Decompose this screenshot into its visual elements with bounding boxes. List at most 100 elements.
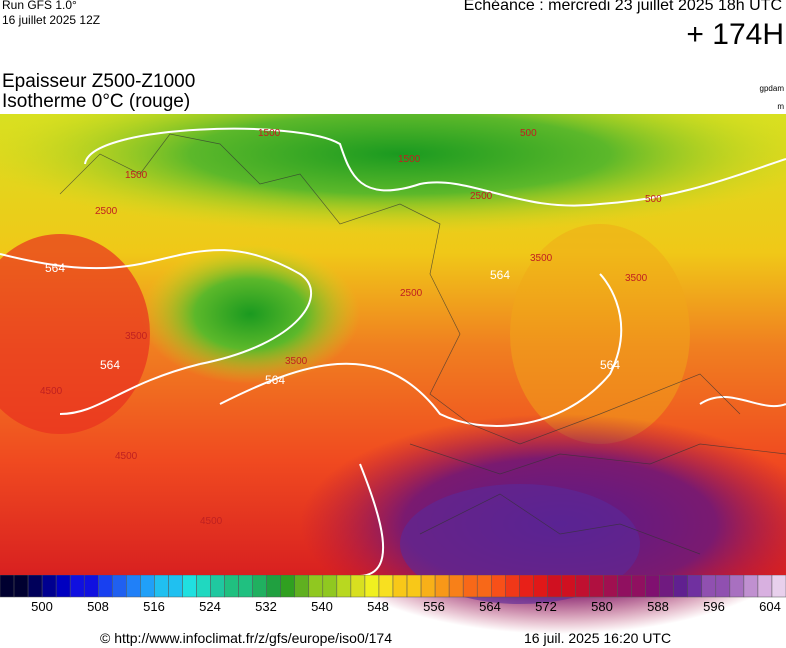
colorbar-swatch: [41, 575, 57, 598]
colorbar-label: 580: [591, 599, 613, 614]
colorbar-swatch: [673, 575, 689, 598]
colorbar-swatch: [0, 575, 15, 598]
contour-label: 1500: [398, 154, 421, 165]
colorbar-swatch: [280, 575, 296, 598]
colorbar-swatch: [126, 575, 141, 598]
colorbar-swatch: [589, 575, 604, 598]
contour-label: 564: [100, 358, 120, 372]
colorbar-swatch: [224, 575, 239, 598]
echeance: Echéance : mercredi 23 juillet 2025 18h …: [463, 0, 782, 14]
colorbar-swatch: [364, 575, 380, 598]
colorbar-label: 604: [759, 599, 781, 614]
run: Run GFS 1.0°: [2, 0, 77, 12]
colorbar-swatch: [505, 575, 520, 598]
colorbar-swatch: [238, 575, 253, 598]
colorbar-swatch: [308, 575, 324, 598]
colorbar-swatch: [462, 575, 478, 598]
colorbar-swatch: [406, 575, 422, 598]
colorbar-label: 572: [535, 599, 557, 614]
colorbar-swatch: [645, 575, 660, 598]
colorbar-label: 556: [423, 599, 445, 614]
contour-label: 3500: [530, 253, 553, 264]
colorbar-label: 508: [87, 599, 109, 614]
colorbar-swatch: [336, 575, 352, 598]
colorbar-label: 516: [143, 599, 165, 614]
colorbar-swatch: [140, 575, 155, 598]
contour-label: 564: [45, 261, 65, 275]
contour-label: 1500: [258, 128, 281, 139]
colorbar-swatch: [196, 575, 211, 598]
colorbar-swatch: [322, 575, 338, 598]
colorbar-swatch: [154, 575, 169, 598]
contour-label: 564: [490, 268, 510, 282]
colorbar-label: 500: [31, 599, 53, 614]
colorbar-swatch: [294, 575, 310, 598]
colorbar-swatch: [168, 575, 183, 598]
colorbar-swatch: [701, 575, 717, 598]
run-date: 16 juillet 2025 12Z: [2, 13, 101, 27]
colorbar-swatch: [252, 575, 267, 598]
contour-label: 4500: [40, 386, 63, 397]
colorbar-swatch: [392, 575, 408, 598]
colorbar-swatch: [631, 575, 646, 598]
colorbar-swatch: [659, 575, 674, 598]
colorbar-label: 596: [703, 599, 725, 614]
colorbar-swatch: [55, 575, 71, 598]
colorbar-swatch: [715, 575, 731, 598]
colorbar-swatch: [378, 575, 394, 598]
map: 564 564 564 564 564 1500 1500 1500 2500 2500 2500 3…: [0, 114, 786, 634]
colorbar-swatch: [617, 575, 632, 598]
colorbar-swatch: [27, 575, 43, 598]
colorbar-label: 564: [479, 599, 501, 614]
colorbar-label: 588: [647, 599, 669, 614]
colorbar-swatch: [757, 575, 773, 598]
footer-timestamp: 16 juil. 2025 16:20 UTC: [524, 630, 672, 646]
colorbar-swatch: [112, 575, 127, 598]
subtitle: Isotherme 0°C (rouge): [2, 91, 191, 112]
colorbar-swatch: [771, 575, 786, 598]
contour-label: 500: [645, 194, 662, 205]
colorbar-swatch: [83, 575, 99, 598]
contour-label: 3500: [125, 331, 148, 342]
footer-url: © http://www.infoclimat.fr/z/gfs/europe/…: [100, 630, 393, 646]
contour-label: 564: [600, 358, 620, 372]
colorbar: 500 508 516 524 532 540 548 556 564 572 580 588 596 6…: [0, 575, 786, 614]
colorbar-swatch: [476, 575, 492, 598]
colorbar-swatch: [98, 575, 113, 598]
colorbar-swatch: [266, 575, 281, 598]
colorbar-swatch: [519, 575, 534, 598]
colorbar-label: 532: [255, 599, 277, 614]
colorbar-label: 524: [199, 599, 221, 614]
contour-label: 4500: [200, 516, 223, 527]
contour-label: 2500: [470, 191, 493, 202]
colorbar-swatch: [491, 575, 506, 598]
colorbar-label: 548: [367, 599, 389, 614]
colorbar-swatch: [603, 575, 618, 598]
lead-time: + 174H: [686, 18, 784, 51]
colorbar-swatch: [350, 575, 366, 598]
colorbar-swatch: [687, 575, 703, 598]
title: Epaisseur Z500-Z1000: [2, 71, 196, 92]
contour-label: 3500: [285, 356, 308, 367]
colorbar-swatch: [210, 575, 225, 598]
contour-label: 1500: [125, 170, 148, 181]
unit-top: gpdam: [759, 84, 784, 93]
colorbar-swatch: [729, 575, 745, 598]
colorbar-swatch: [561, 575, 576, 598]
contour-label: 4500: [115, 451, 138, 462]
colorbar-swatch: [420, 575, 436, 598]
colorbar-swatch: [13, 575, 29, 598]
contour-label: 3500: [625, 273, 648, 284]
colorbar-swatch: [533, 575, 548, 598]
colorbar-swatch: [575, 575, 590, 598]
colorbar-swatch: [182, 575, 197, 598]
contour-label: 2500: [400, 288, 423, 299]
unit-bottom: m: [777, 102, 784, 111]
colorbar-label: 540: [311, 599, 333, 614]
contour-label: 564: [265, 373, 285, 387]
colorbar-swatch: [547, 575, 562, 598]
colorbar-swatch: [434, 575, 450, 598]
colorbar-swatch: [448, 575, 464, 598]
colorbar-swatch: [743, 575, 759, 598]
